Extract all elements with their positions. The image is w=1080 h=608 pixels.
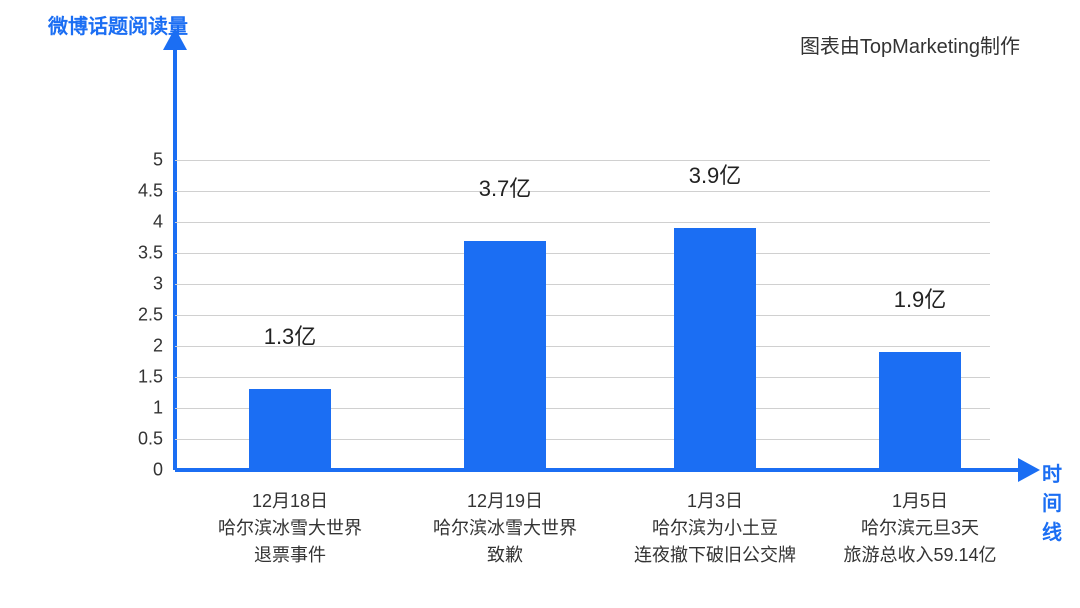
gridline bbox=[175, 377, 990, 378]
category-label: 1月3日 哈尔滨为小土豆 连夜撤下破旧公交牌 bbox=[634, 488, 796, 569]
bar bbox=[674, 228, 756, 470]
x-axis-arrowhead-icon bbox=[1018, 458, 1040, 482]
weibo-topic-chart: 微博话题阅读量 图表由TopMarketing制作 时间线 00.511.522… bbox=[0, 0, 1080, 608]
category-label: 12月18日 哈尔滨冰雪大世界 退票事件 bbox=[218, 488, 362, 569]
gridline bbox=[175, 253, 990, 254]
y-tick-label: 3.5 bbox=[138, 243, 175, 264]
x-axis-title: 时间线 bbox=[1042, 458, 1080, 545]
category-label: 1月5日 哈尔滨元旦3天 旅游总收入59.14亿 bbox=[843, 488, 996, 569]
bar-value-label: 3.9亿 bbox=[689, 158, 742, 190]
bar-value-label: 1.9亿 bbox=[894, 282, 947, 314]
gridline bbox=[175, 284, 990, 285]
y-tick-label: 4 bbox=[153, 212, 175, 233]
y-tick-label: 5 bbox=[153, 150, 175, 171]
bar bbox=[464, 241, 546, 470]
y-tick-label: 4.5 bbox=[138, 181, 175, 202]
y-tick-label: 1.5 bbox=[138, 367, 175, 388]
y-tick-label: 0 bbox=[153, 460, 175, 481]
y-tick-label: 3 bbox=[153, 274, 175, 295]
y-axis-arrowhead-icon bbox=[163, 28, 187, 50]
plot-area: 00.511.522.533.544.551.3亿3.7亿3.9亿1.9亿 bbox=[175, 160, 990, 470]
y-tick-label: 2.5 bbox=[138, 305, 175, 326]
gridline bbox=[175, 315, 990, 316]
chart-credit: 图表由TopMarketing制作 bbox=[800, 30, 1020, 59]
y-tick-label: 0.5 bbox=[138, 429, 175, 450]
gridline bbox=[175, 191, 990, 192]
bar bbox=[249, 389, 331, 470]
bar-value-label: 3.7亿 bbox=[479, 171, 532, 203]
y-tick-label: 2 bbox=[153, 336, 175, 357]
gridline bbox=[175, 222, 990, 223]
y-tick-label: 1 bbox=[153, 398, 175, 419]
bar-value-label: 1.3亿 bbox=[264, 319, 317, 351]
bar bbox=[879, 352, 961, 470]
gridline bbox=[175, 160, 990, 161]
category-label: 12月19日 哈尔滨冰雪大世界 致歉 bbox=[433, 488, 577, 569]
